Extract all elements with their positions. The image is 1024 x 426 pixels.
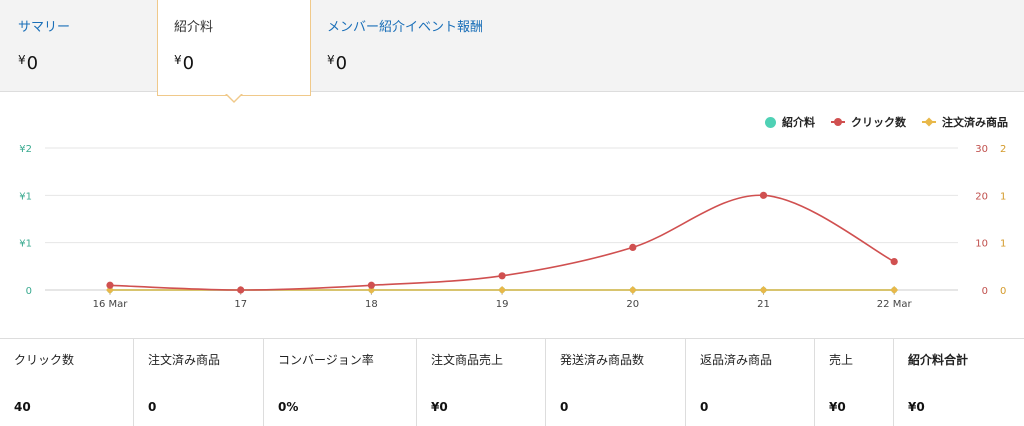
stat-ordered-sales-label: 注文商品売上 bbox=[431, 353, 504, 367]
y-left-tick: ¥1 bbox=[19, 191, 32, 202]
stat-returned-items-value: 0 bbox=[700, 400, 709, 414]
stat-shipped-items-value: 0 bbox=[560, 400, 569, 414]
data-point-ordered-items bbox=[498, 286, 507, 294]
stat-clicks-label: クリック数 bbox=[14, 353, 75, 367]
y-mid-tick: 20 bbox=[975, 191, 988, 202]
stat-clicks: クリック数 40 bbox=[0, 339, 134, 426]
line-chart: ¥2 30 2¥1 20 1¥1 10 10 0 016 Mar 17 18 19 20 21 22 Mar bbox=[19, 144, 1006, 310]
legend-swatch-referral-fee bbox=[765, 116, 776, 128]
y-mid-tick: 10 bbox=[975, 239, 988, 250]
stat-shipped-items: 発送済み商品数 0 bbox=[546, 339, 686, 426]
x-tick-label: 20 bbox=[626, 299, 639, 310]
tab-member-referral-event-value: ¥0 bbox=[327, 53, 348, 74]
y-right-tick: 1 bbox=[1000, 239, 1006, 250]
stat-returned-items-label: 返品済み商品 bbox=[700, 353, 773, 367]
tab-member-referral-event-label: メンバー紹介イベント報酬 bbox=[327, 20, 484, 35]
data-point-clicks bbox=[629, 243, 637, 251]
tab-summary-value: ¥0 bbox=[18, 53, 39, 74]
data-point-clicks bbox=[106, 281, 114, 289]
active-tab-pointer bbox=[225, 93, 243, 103]
stat-ordered-items-label: 注文済み商品 bbox=[148, 353, 221, 367]
stat-ordered-sales: 注文商品売上 ¥0 bbox=[417, 339, 546, 426]
tab-summary-label: サマリー bbox=[18, 20, 71, 35]
tab-referral-fee-value: ¥0 bbox=[174, 53, 195, 74]
legend-item-clicks[interactable]: クリック数 bbox=[831, 114, 906, 130]
legend-item-referral-fee[interactable]: 紹介料 bbox=[765, 114, 815, 130]
y-left-tick: ¥2 bbox=[19, 144, 32, 155]
x-tick-label: 19 bbox=[496, 299, 509, 310]
tab-referral-fee-label: 紹介料 bbox=[174, 20, 214, 35]
y-mid-tick: 0 bbox=[982, 286, 988, 297]
legend-label-ordered-items: 注文済み商品 bbox=[942, 116, 1008, 129]
x-tick-label: 22 Mar bbox=[877, 299, 913, 310]
x-tick-label: 21 bbox=[757, 299, 770, 310]
stat-conversion-rate-label: コンバージョン率 bbox=[278, 353, 374, 367]
stat-revenue-label: 売上 bbox=[829, 353, 854, 367]
y-left-tick: 0 bbox=[26, 286, 32, 297]
stats-row: クリック数 40 注文済み商品 0 コンバージョン率 0% 注文商品売上 ¥0 … bbox=[0, 338, 1024, 426]
data-point-clicks bbox=[759, 191, 768, 199]
data-point-ordered-items bbox=[890, 286, 899, 294]
tab-member-referral-event[interactable]: メンバー紹介イベント報酬 ¥0 bbox=[311, 0, 611, 92]
tab-bar: サマリー ¥0 紹介料 ¥0 メンバー紹介イベント報酬 ¥0 bbox=[0, 0, 1024, 96]
stat-ordered-items-value: 0 bbox=[148, 400, 157, 414]
stat-returned-items: 返品済み商品 0 bbox=[686, 339, 815, 426]
stat-ordered-items: 注文済み商品 0 bbox=[134, 339, 264, 426]
stat-conversion-rate: コンバージョン率 0% bbox=[264, 339, 417, 426]
legend-item-ordered-items[interactable]: 注文済み商品 bbox=[922, 114, 1008, 130]
stat-referral-fee-total-label: 紹介料合計 bbox=[908, 353, 969, 367]
x-tick-label: 18 bbox=[365, 299, 378, 310]
stat-ordered-sales-value: ¥0 bbox=[431, 400, 448, 414]
legend-label-referral-fee: 紹介料 bbox=[782, 116, 815, 129]
stat-conversion-rate-value: 0% bbox=[278, 400, 299, 414]
legend-swatch-clicks bbox=[831, 117, 845, 127]
stat-shipped-items-label: 発送済み商品数 bbox=[560, 353, 645, 367]
stat-referral-fee-total-value: ¥0 bbox=[908, 400, 925, 414]
legend-swatch-ordered-items bbox=[922, 117, 936, 127]
stat-referral-fee-total: 紹介料合計 ¥0 bbox=[894, 339, 1024, 426]
y-right-tick: 2 bbox=[1000, 144, 1006, 155]
data-point-clicks bbox=[890, 258, 898, 266]
stat-revenue: 売上 ¥0 bbox=[815, 339, 894, 426]
chart-legend: 紹介料 クリック数 注文済み商品 bbox=[765, 114, 1008, 130]
data-point-ordered-items bbox=[759, 286, 768, 294]
y-mid-tick: 30 bbox=[975, 144, 988, 155]
data-point-clicks bbox=[498, 272, 506, 280]
y-left-tick: ¥1 bbox=[19, 239, 32, 250]
stat-revenue-value: ¥0 bbox=[829, 400, 846, 414]
y-right-tick: 0 bbox=[1000, 286, 1006, 297]
tab-summary[interactable]: サマリー ¥0 bbox=[0, 0, 157, 92]
stat-clicks-value: 40 bbox=[14, 400, 31, 414]
legend-label-clicks: クリック数 bbox=[851, 116, 906, 129]
y-right-tick: 1 bbox=[1000, 191, 1006, 202]
data-point-ordered-items bbox=[628, 286, 637, 294]
data-point-clicks bbox=[367, 281, 375, 289]
x-tick-label: 16 Mar bbox=[93, 299, 129, 310]
tab-referral-fee[interactable]: 紹介料 ¥0 bbox=[157, 0, 311, 96]
data-point-clicks bbox=[237, 286, 245, 294]
x-tick-label: 17 bbox=[234, 299, 247, 310]
